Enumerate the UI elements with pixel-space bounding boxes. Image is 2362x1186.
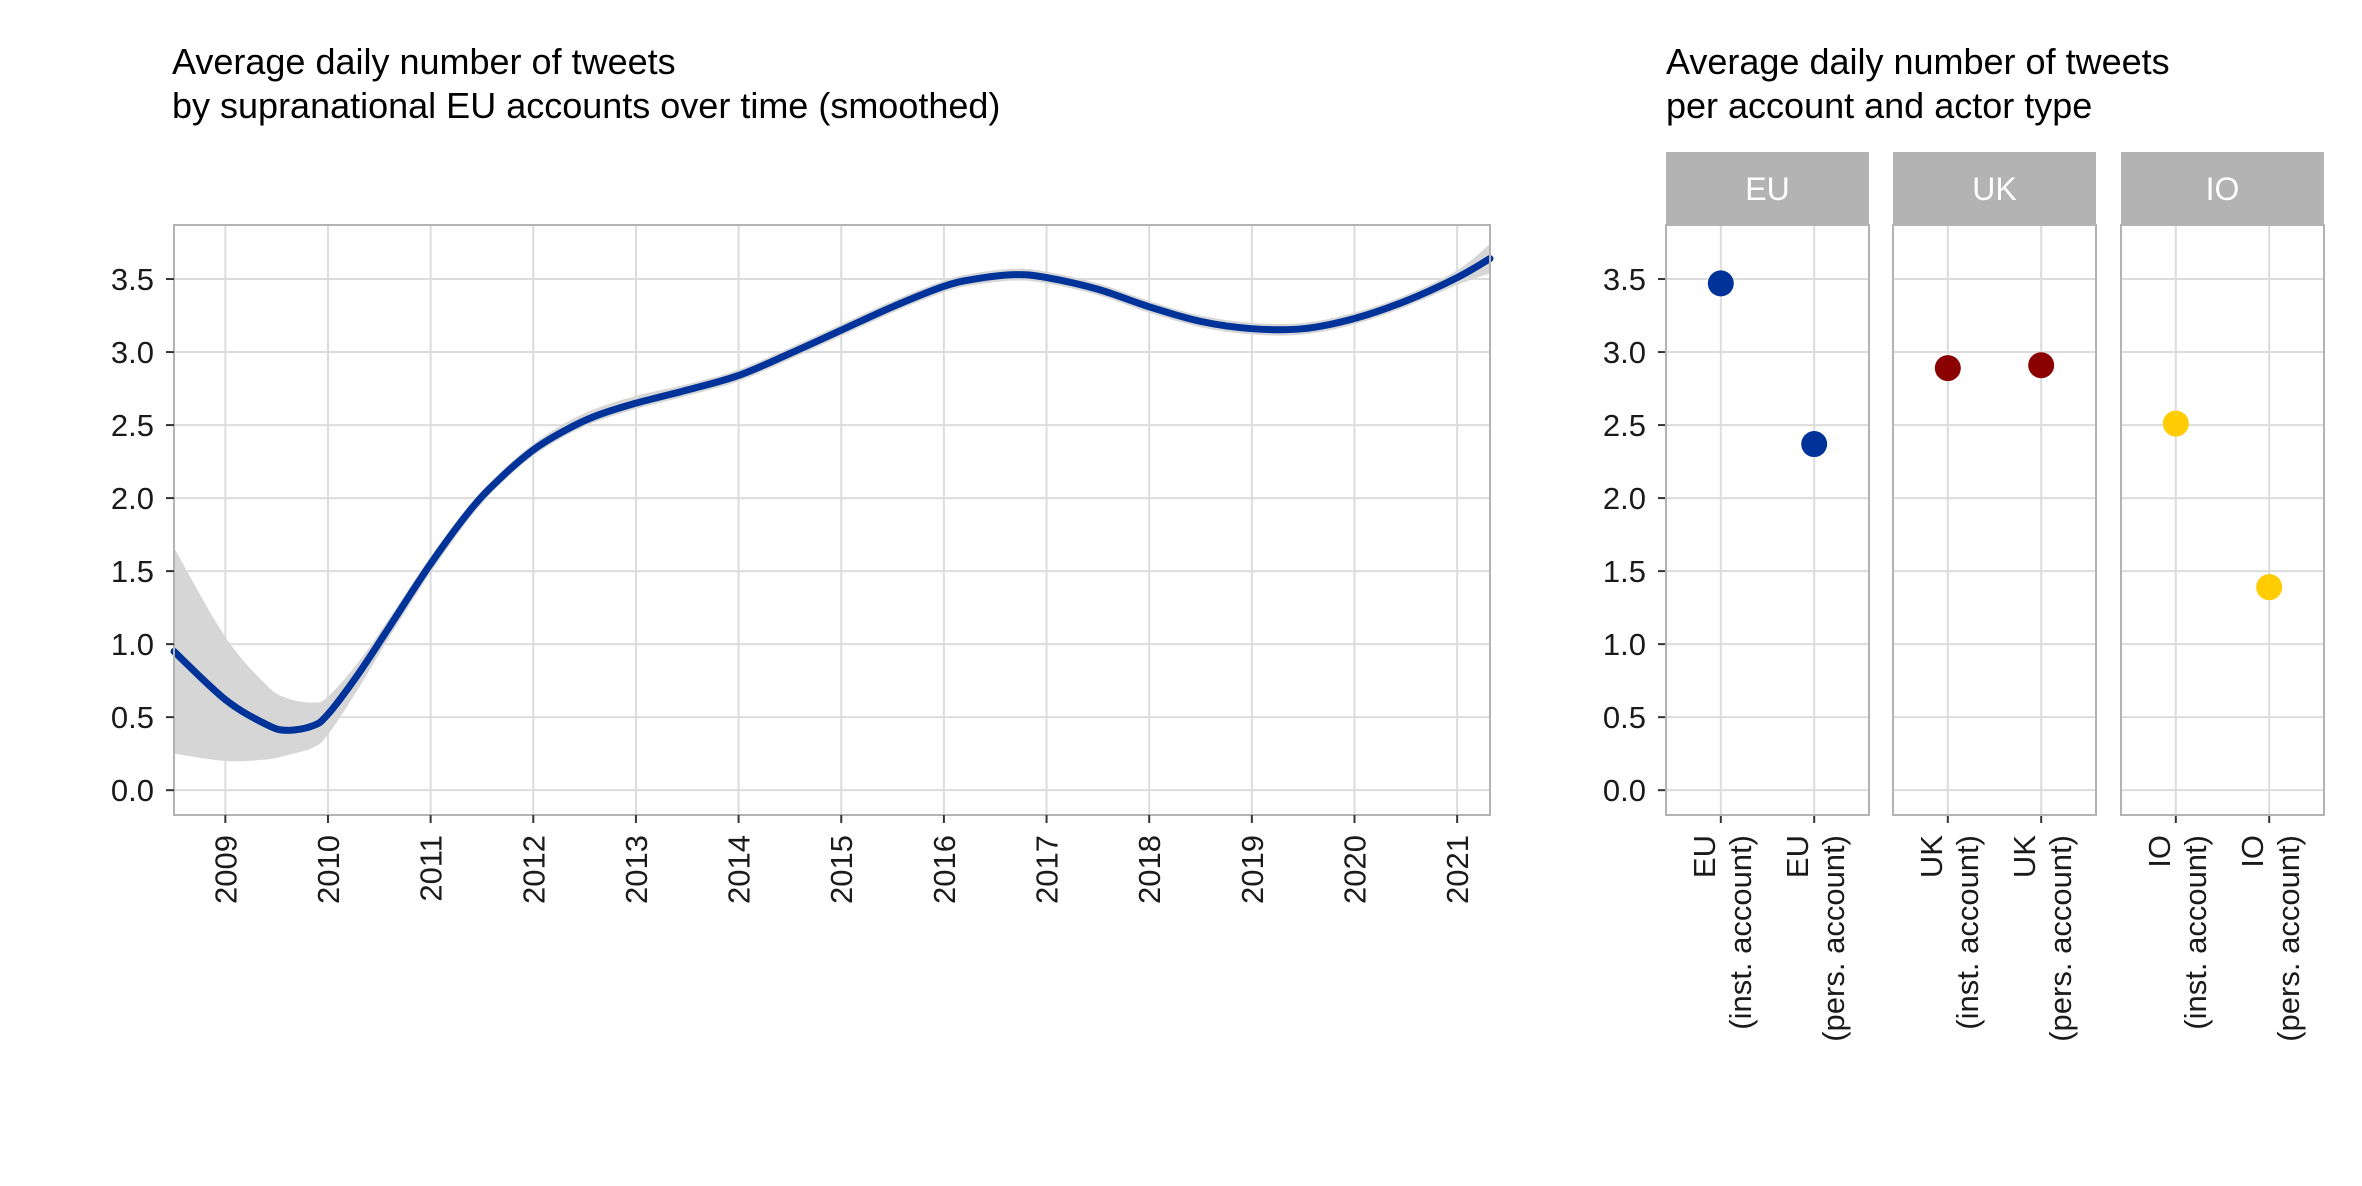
category-label-line1: UK [2007,835,2042,878]
category-label-line2: (inst. account) [1723,835,1758,1030]
category-label-line1: IO [2142,835,2177,868]
left-y-tick-label: 1.0 [111,627,154,662]
right-chart-title-line1: Average daily number of tweets [1666,41,2170,82]
data-point [1801,431,1828,458]
right-y-tick-label: 3.5 [1603,262,1646,297]
facet-strip-label: UK [1972,171,2016,207]
category-label-line1: UK [1914,835,1949,878]
left-x-tick-label: 2015 [824,835,859,904]
data-point [1707,270,1734,297]
category-label-line2: (pers. account) [2043,835,2078,1042]
category-label-line1: EU [1780,835,1815,878]
category-label-line1: EU [1687,835,1722,878]
facet-panel-border [2120,224,2325,816]
facet-strip [1666,152,1869,225]
facet-strip-label: IO [2206,171,2240,207]
left-panel-border [173,224,1491,816]
data-point [2028,352,2055,379]
right-y-tick-label: 2.0 [1603,481,1646,516]
data-point [2162,410,2189,437]
left-y-tick-label: 0.5 [111,700,154,735]
right-y-tick-label: 1.0 [1603,627,1646,662]
right-y-axis: 0.0 0.5 1.0 1.5 2.0 2.5 3.0 3.5 [1603,262,1666,808]
right-chart-title-line2: per account and actor type [1666,85,2092,126]
left-x-tick-label: 2017 [1030,835,1065,904]
left-x-axis: 2009 2010 2011 2012 2013 2014 2015 2016 2017 2018… [208,815,1475,904]
left-x-tick-label: 2012 [516,835,551,904]
left-x-tick-label: 2010 [311,835,346,904]
data-point [2256,574,2283,601]
left-y-tick-label: 3.5 [111,262,154,297]
left-chart-title-line1: Average daily number of tweets [172,41,676,82]
left-chart-title-line2: by supranational EU accounts over time (… [172,85,1000,126]
category-label-line2: (inst. account) [2178,835,2213,1030]
facet-panel-border [1665,224,1870,816]
left-x-tick-label: 2018 [1132,835,1167,904]
category-label-line2: (pers. account) [2271,835,2306,1042]
left-x-tick-label: 2021 [1440,835,1475,904]
left-x-tick-label: 2009 [208,835,243,904]
right-y-tick-label: 0.0 [1603,773,1646,808]
right-y-tick-label: 1.5 [1603,554,1646,589]
category-label-line2: (inst. account) [1950,835,1985,1030]
left-x-tick-label: 2020 [1337,835,1372,904]
left-y-tick-label: 2.5 [111,408,154,443]
category-label-line2: (pers. account) [1816,835,1851,1042]
confidence-band [174,243,1490,762]
facet-strip-label: EU [1745,171,1789,207]
left-x-tick-label: 2019 [1235,835,1270,904]
left-x-tick-label: 2011 [414,835,449,902]
right-y-tick-label: 2.5 [1603,408,1646,443]
left-gridlines [174,225,1490,815]
right-y-tick-label: 0.5 [1603,700,1646,735]
data-point [1934,355,1961,382]
left-x-tick-label: 2013 [619,835,654,904]
facet-strip [1893,152,2096,225]
left-y-tick-label: 1.5 [111,554,154,589]
category-label-line1: IO [2235,835,2270,868]
left-y-tick-label: 0.0 [111,773,154,808]
right-y-tick-label: 3.0 [1603,335,1646,370]
left-y-tick-label: 3.0 [111,335,154,370]
facet-strip [2121,152,2324,225]
smoothed-trend-line [170,255,1494,734]
left-x-tick-label: 2014 [722,835,757,904]
left-y-axis: 0.0 0.5 1.0 1.5 2.0 2.5 3.0 3.5 [111,262,174,808]
left-y-tick-label: 2.0 [111,481,154,516]
left-x-tick-label: 2016 [927,835,962,904]
facet-panel-border [1892,224,2097,816]
